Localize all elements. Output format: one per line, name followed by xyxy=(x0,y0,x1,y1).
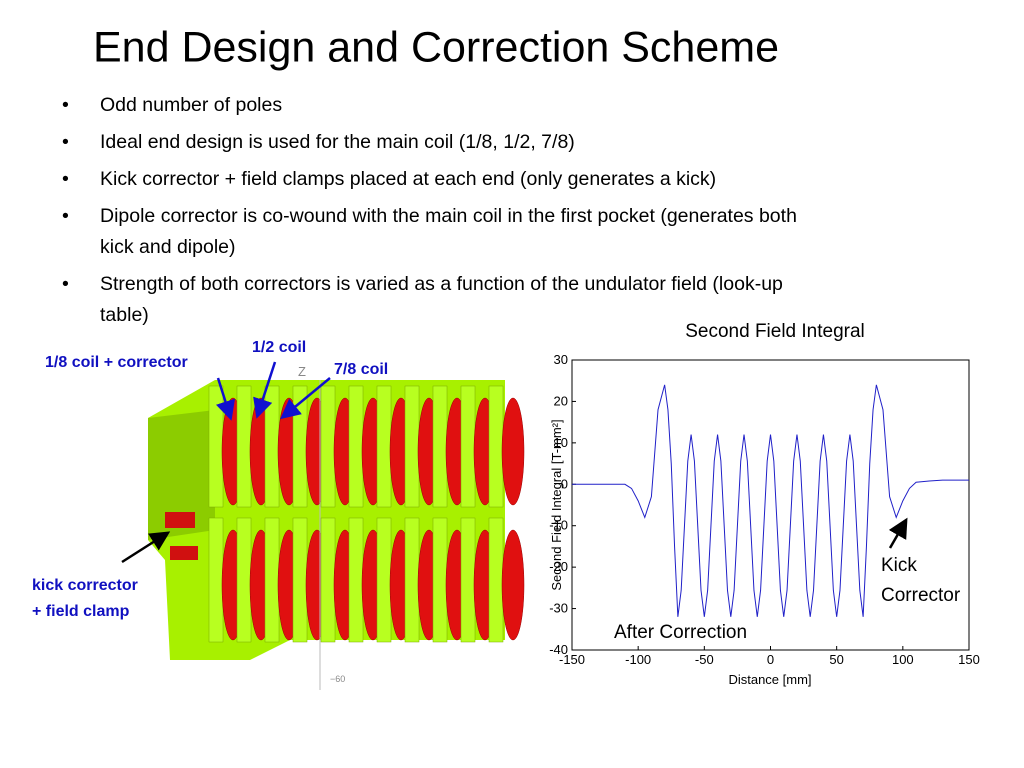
y-tick-label: 30 xyxy=(554,352,568,367)
pole xyxy=(404,385,420,508)
pole xyxy=(236,517,252,643)
bullet-list: • Odd number of poles • Ideal end design is… xyxy=(62,94,797,326)
bullet-dot: • xyxy=(62,131,69,153)
pole xyxy=(488,517,504,643)
bullet-text: Ideal end design is used for the main co… xyxy=(100,131,575,153)
y-tick-label: 0 xyxy=(561,476,568,491)
x-tick-label: 150 xyxy=(958,652,980,667)
bullet-dot: • xyxy=(62,273,69,295)
pole xyxy=(376,517,392,643)
plot-frame xyxy=(571,359,970,651)
pole xyxy=(208,385,224,508)
slide-title: End Design and Correction Scheme xyxy=(93,23,779,71)
bullet-text: table) xyxy=(100,304,149,326)
y-axis-label: Second Field Integral [T-mm²] xyxy=(549,419,564,590)
pole xyxy=(264,517,280,643)
pole xyxy=(236,385,252,508)
coil-image: Z −60 xyxy=(148,364,525,690)
chart-title: Second Field Integral xyxy=(685,321,865,342)
pole xyxy=(460,385,476,508)
figure-label: + field clamp xyxy=(32,603,130,620)
pole xyxy=(432,517,448,643)
coil-rows xyxy=(208,385,525,643)
arrow xyxy=(253,361,277,419)
x-axis-label: Distance [mm] xyxy=(728,672,811,687)
y-tick-label: -20 xyxy=(549,559,568,574)
pole xyxy=(348,385,364,508)
annotation: Kick xyxy=(881,555,917,576)
axis-label: Z xyxy=(298,364,306,379)
y-tick-label: 10 xyxy=(554,435,568,450)
annotation: After Correction xyxy=(614,622,747,643)
arrow xyxy=(280,377,331,420)
bullet-text: kick and dipole) xyxy=(100,236,236,258)
bullet-text: Strength of both correctors is varied as… xyxy=(100,273,783,295)
line-series xyxy=(572,384,969,617)
figure-label: 1/8 coil + corrector xyxy=(45,354,188,371)
pole xyxy=(460,517,476,643)
kick-coil xyxy=(170,546,198,560)
figure-label: kick corrector xyxy=(32,577,138,594)
arrow xyxy=(121,531,171,564)
figure-label: 7/8 coil xyxy=(334,361,388,378)
bullet-dot: • xyxy=(62,205,69,227)
x-tick-label: -100 xyxy=(625,652,651,667)
y-tick-label: 20 xyxy=(554,393,568,408)
bullet-dot: • xyxy=(62,168,69,190)
bullet-text: Kick corrector + field clamps placed at … xyxy=(100,168,716,190)
coil-turn xyxy=(501,397,525,506)
bullet-text: Dipole corrector is co-wound with the ma… xyxy=(100,205,797,227)
pole xyxy=(404,517,420,643)
pole xyxy=(376,385,392,508)
figure-label: 1/2 coil xyxy=(252,339,306,356)
pole xyxy=(208,517,224,643)
x-tick-label: -150 xyxy=(559,652,585,667)
pole xyxy=(348,517,364,643)
yoke-side xyxy=(148,410,215,540)
annotation: Corrector xyxy=(881,585,961,606)
arrow xyxy=(888,517,908,549)
y-tick-label: -30 xyxy=(549,601,568,616)
bullet-text: Odd number of poles xyxy=(100,94,282,116)
x-tick-label: 50 xyxy=(829,652,843,667)
coil-turn xyxy=(501,529,525,641)
y-tick-label: -10 xyxy=(549,518,568,533)
arrow xyxy=(215,377,236,421)
pole xyxy=(320,517,336,643)
pole xyxy=(264,385,280,508)
y-tick-label: -40 xyxy=(549,642,568,657)
axis-tick: −60 xyxy=(330,674,345,684)
x-tick-label: 100 xyxy=(892,652,914,667)
x-tick-label: -50 xyxy=(695,652,714,667)
kick-coil xyxy=(165,512,195,528)
pole xyxy=(432,385,448,508)
pole xyxy=(292,517,308,643)
bullet-dot: • xyxy=(62,94,69,116)
x-tick-label: 0 xyxy=(767,652,774,667)
pole xyxy=(320,385,336,508)
pole xyxy=(488,385,504,508)
